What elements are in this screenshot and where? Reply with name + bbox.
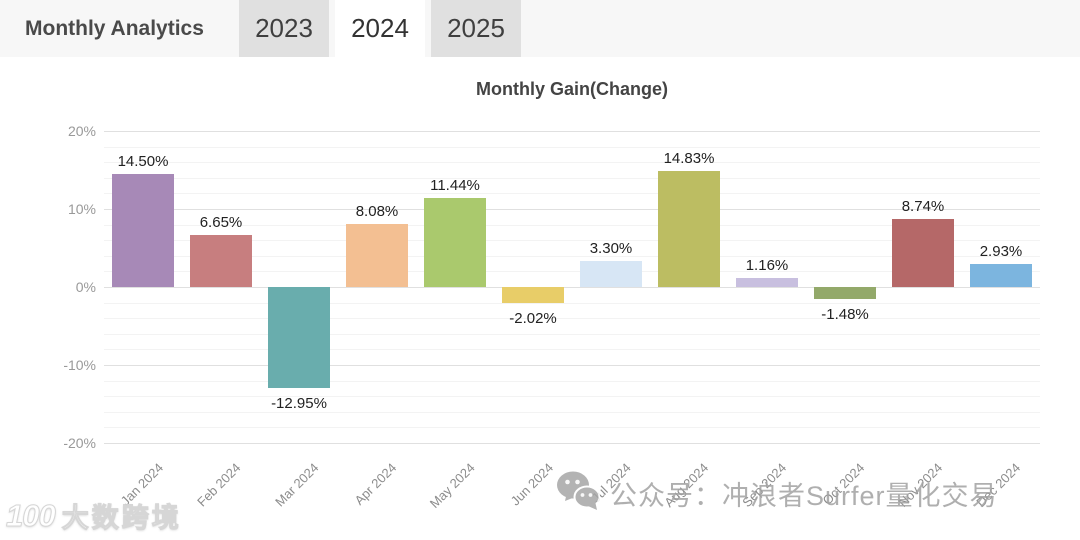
- corner-logo-watermark: 100 大数跨境: [6, 496, 182, 535]
- bar-value-label: 11.44%: [430, 176, 480, 194]
- wechat-icon: [556, 470, 601, 517]
- tab-2025[interactable]: 2025: [431, 0, 521, 57]
- gridline-minor: [104, 240, 1040, 241]
- gridline-minor: [104, 162, 1040, 163]
- gridline-major: [104, 365, 1040, 366]
- gridline-minor: [104, 193, 1040, 194]
- gridline-major: [104, 287, 1040, 288]
- bar-jul-2024[interactable]: [580, 261, 642, 287]
- page-title: Monthly Analytics: [25, 16, 204, 40]
- x-axis-label: May 2024: [426, 460, 478, 511]
- bar-value-label: 3.30%: [589, 240, 633, 258]
- x-axis-label: Mar 2024: [272, 460, 322, 510]
- bar-oct-2024[interactable]: [814, 287, 876, 299]
- gridline-minor: [104, 381, 1040, 382]
- bar-jun-2024[interactable]: [502, 287, 564, 303]
- chart-title: Monthly Gain(Change): [476, 79, 668, 99]
- gridline-minor: [104, 303, 1040, 304]
- bar-dec-2024[interactable]: [970, 264, 1032, 287]
- bar-nov-2024[interactable]: [892, 218, 954, 287]
- bar-value-label: 8.08%: [355, 202, 399, 220]
- bar-value-label: 1.16%: [745, 256, 789, 274]
- bar-value-label: -1.48%: [821, 305, 869, 323]
- logo-icon: 100: [6, 497, 57, 533]
- gridline-minor: [104, 334, 1040, 335]
- tab-2024[interactable]: 2024: [335, 0, 425, 57]
- watermark-text: 公众号：冲浪者Surfer量化交易: [610, 481, 998, 511]
- x-axis-label: Apr 2024: [351, 460, 400, 508]
- x-axis-label: Jun 2024: [507, 460, 556, 509]
- gridline-minor: [104, 349, 1040, 350]
- bar-sep-2024[interactable]: [736, 277, 798, 287]
- bar-may-2024[interactable]: [424, 197, 486, 287]
- bar-apr-2024[interactable]: [346, 223, 408, 287]
- y-axis-label: -10%: [63, 357, 96, 373]
- bar-jan-2024[interactable]: [112, 173, 174, 287]
- gridline-minor: [104, 225, 1040, 226]
- gridline-major: [104, 131, 1040, 132]
- bar-value-label: -2.02%: [509, 309, 557, 327]
- gridline-minor: [104, 427, 1040, 428]
- x-axis-label: Feb 2024: [194, 460, 244, 510]
- bar-value-label: 2.93%: [979, 243, 1023, 261]
- y-axis-label: -20%: [63, 435, 96, 451]
- gridline-minor: [104, 318, 1040, 319]
- center-watermark: 公众号：冲浪者Surfer量化交易: [556, 470, 998, 517]
- bar-aug-2024[interactable]: [658, 171, 720, 287]
- gridline-minor: [104, 396, 1040, 397]
- bar-value-label: -12.95%: [271, 395, 327, 412]
- bar-value-label: 6.65%: [199, 214, 243, 232]
- gridline-minor: [104, 271, 1040, 272]
- bar-value-label: 14.83%: [663, 150, 715, 168]
- gridline-minor: [104, 178, 1040, 179]
- bar-feb-2024[interactable]: [190, 235, 252, 287]
- bar-value-label: 8.74%: [901, 197, 945, 215]
- gridline-minor: [104, 412, 1040, 413]
- gridline-minor: [104, 256, 1040, 257]
- tab-2023[interactable]: 2023: [239, 0, 329, 57]
- logo-text: 大数跨境: [61, 503, 182, 534]
- bar-value-label: 14.50%: [117, 152, 169, 170]
- gridline-minor: [104, 147, 1040, 148]
- y-axis-label: 0%: [75, 279, 96, 295]
- gridline-major: [104, 443, 1040, 444]
- bar-mar-2024[interactable]: [268, 287, 330, 388]
- gridline-major: [104, 209, 1040, 210]
- header-bar: Monthly Analytics 2023 2024 2025: [0, 0, 1080, 57]
- y-axis-label: 20%: [67, 123, 96, 139]
- y-axis-label: 10%: [67, 201, 96, 217]
